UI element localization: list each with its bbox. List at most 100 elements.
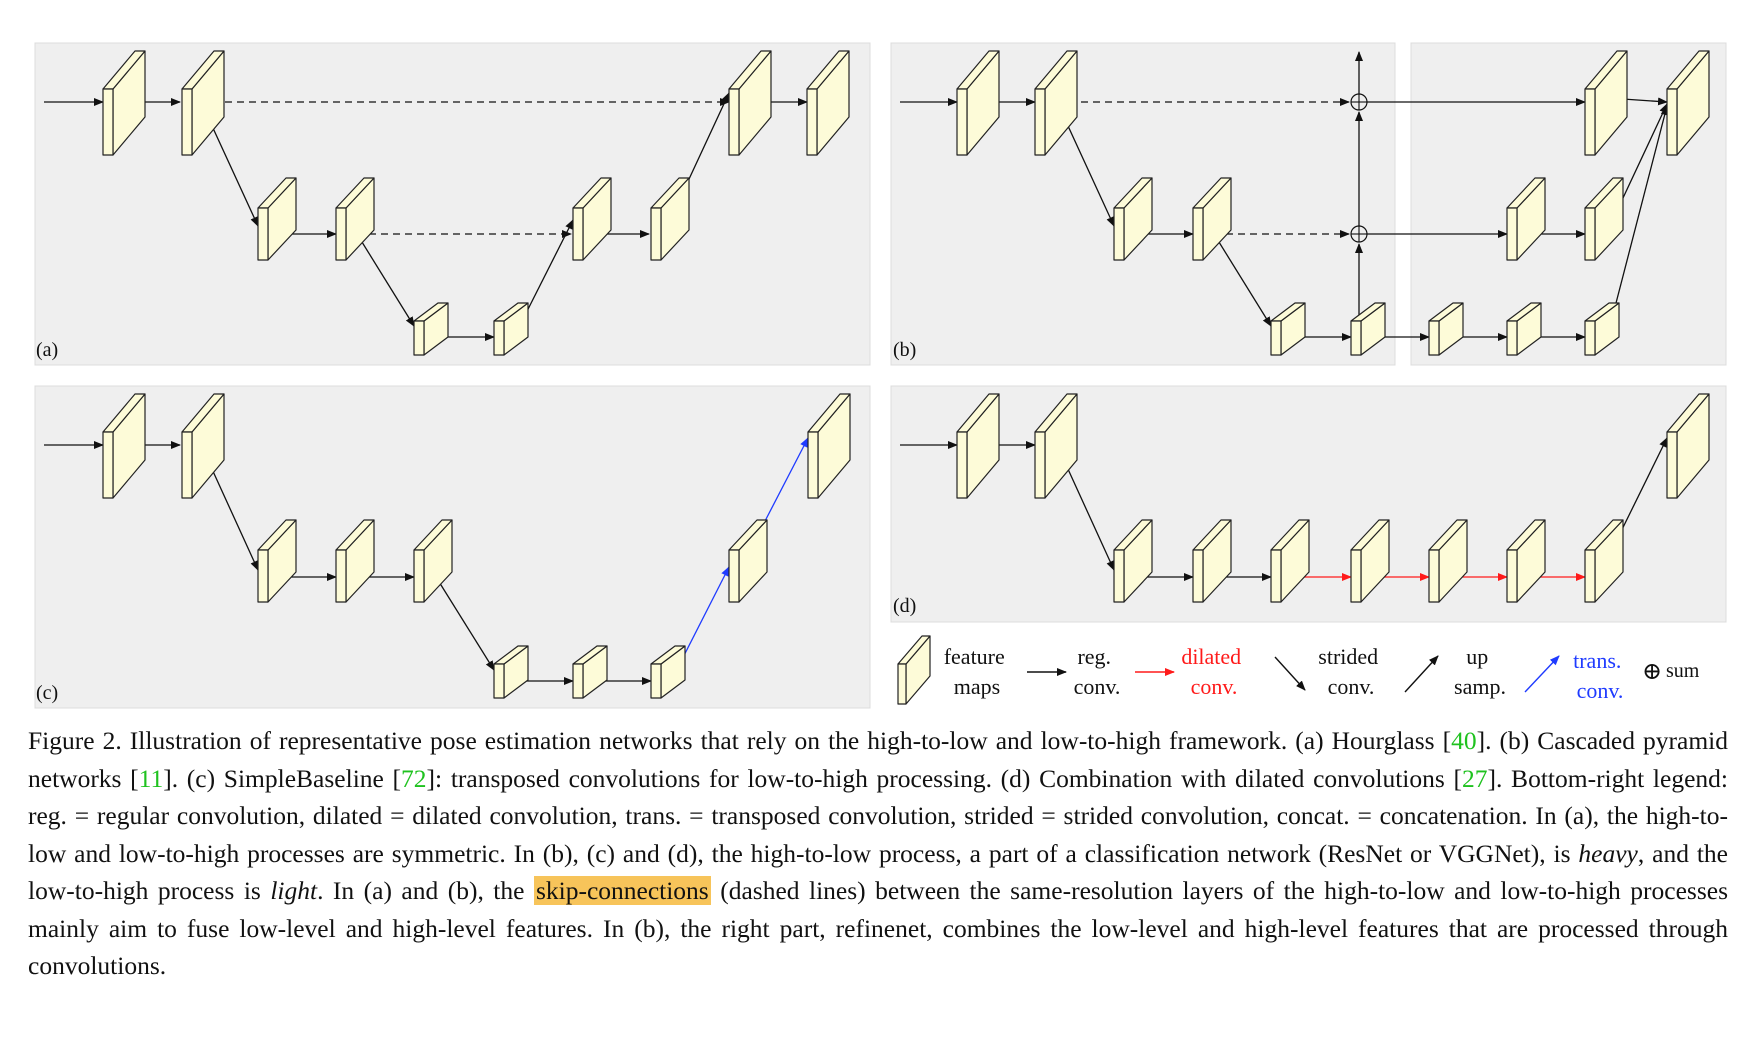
feature-map-front-face: [650, 207, 662, 261]
feature-map-front-face: [1506, 549, 1518, 603]
feature-map-front-face: [806, 88, 818, 156]
feature-map-front-face: [257, 207, 269, 261]
feature-map-front-face: [1584, 549, 1596, 603]
feature-map-box: [257, 177, 297, 261]
feature-map-box: [335, 177, 375, 261]
feature-map-box: [1584, 50, 1628, 156]
feature-map-box: [493, 645, 529, 699]
legend-up-samp-arrow: [1404, 655, 1439, 693]
feature-map-box: [1506, 519, 1546, 603]
legend-strided-conv-label: strided conv.: [1318, 644, 1383, 699]
feature-map-front-face: [1666, 431, 1678, 499]
legend-sum-icon: ⊕: [1642, 659, 1662, 685]
feature-map-front-face: [1113, 207, 1125, 261]
feature-map-box: [956, 50, 1000, 156]
legend-up-samp-label: up samp.: [1454, 644, 1506, 699]
feature-map-box: [1034, 50, 1078, 156]
feature-map-box: [181, 393, 225, 499]
feature-map-box: [1666, 50, 1710, 156]
feature-map-box: [1192, 519, 1232, 603]
feature-map-front-face: [102, 88, 114, 156]
feature-map-front-face: [650, 663, 662, 699]
panel-label-a: (a): [36, 339, 58, 361]
feature-maps-layer: [102, 50, 1710, 699]
feature-map-front-face: [1034, 88, 1046, 156]
feature-map-box: [102, 393, 146, 499]
legend-trans-conv-label: trans. conv.: [1573, 648, 1627, 703]
legend-dilated-conv-label: dilated conv.: [1181, 644, 1246, 699]
feature-map-box: [1428, 519, 1468, 603]
sum-node-icon: [1350, 93, 1368, 111]
feature-map-front-face: [1270, 549, 1282, 603]
sum-node-icon: [1350, 225, 1368, 243]
feature-map-box: [1506, 302, 1542, 356]
feature-map-box: [728, 519, 768, 603]
feature-map-box: [1584, 177, 1624, 261]
feature-map-box: [1034, 393, 1078, 499]
connection-arrow: [1213, 233, 1272, 327]
feature-map-box: [1350, 302, 1386, 356]
feature-map-box: [493, 302, 529, 356]
legend-feature-maps-icon: [897, 635, 931, 705]
feature-map-front-face: [1666, 88, 1678, 156]
feature-map-front-face: [413, 549, 425, 603]
feature-map-box: [1666, 393, 1710, 499]
feature-map-box: [650, 645, 686, 699]
feature-map-box: [1270, 302, 1306, 356]
citation-link[interactable]: 11: [138, 763, 164, 793]
feature-map-box: [102, 50, 146, 156]
panel-label-b: (b): [893, 339, 916, 361]
connection-arrow: [435, 576, 495, 671]
feature-map-box: [1113, 519, 1153, 603]
feature-map-front-face: [102, 431, 114, 499]
feature-map-front-face: [335, 549, 347, 603]
legend-trans-conv-arrow: [1524, 655, 1560, 693]
feature-map-front-face: [807, 431, 819, 499]
feature-map-front-face: [493, 320, 505, 356]
legend-strided-conv-arrow: [1274, 656, 1306, 691]
feature-map-front-face: [572, 663, 584, 699]
citation-link[interactable]: 40: [1451, 726, 1477, 755]
feature-map-box: [728, 50, 772, 156]
feature-map-front-face: [1270, 320, 1282, 356]
feature-map-box: [1192, 177, 1232, 261]
feature-map-box: [806, 50, 850, 156]
feature-map-box: [1113, 177, 1153, 261]
citation-link[interactable]: 72: [401, 763, 427, 793]
feature-map-box: [1584, 519, 1624, 603]
figure-diagram: (a) (b) (c) (d) feature maps reg. conv. …: [34, 42, 1727, 709]
citation-link[interactable]: 27: [1462, 763, 1488, 793]
feature-map-front-face: [1192, 207, 1204, 261]
feature-map-front-face: [257, 549, 269, 603]
feature-map-front-face: [728, 549, 740, 603]
legend-reg-conv-label: reg. conv.: [1074, 644, 1121, 699]
feature-map-front-face: [181, 88, 193, 156]
feature-map-front-face: [181, 431, 193, 499]
legend-sum-label: sum: [1666, 660, 1700, 682]
feature-map-box: [257, 519, 297, 603]
feature-map-front-face: [897, 663, 907, 705]
feature-map-front-face: [1584, 207, 1596, 261]
feature-map-box: [413, 302, 449, 356]
feature-map-front-face: [1350, 549, 1362, 603]
feature-map-front-face: [1113, 549, 1125, 603]
feature-map-box: [650, 177, 690, 261]
legend: feature maps reg. conv. dilated conv. st…: [897, 635, 1700, 705]
feature-map-front-face: [1034, 431, 1046, 499]
feature-map-front-face: [1506, 320, 1518, 356]
feature-map-box: [1584, 302, 1620, 356]
feature-map-box: [181, 50, 225, 156]
feature-map-box: [1270, 519, 1310, 603]
feature-map-front-face: [1584, 320, 1596, 356]
panel-label-d: (d): [893, 595, 916, 617]
feature-map-box: [335, 519, 375, 603]
feature-map-front-face: [1350, 320, 1362, 356]
feature-map-box: [1506, 177, 1546, 261]
connection-arrow: [356, 233, 415, 327]
feature-map-box: [572, 177, 612, 261]
feature-map-front-face: [1584, 88, 1596, 156]
feature-map-box: [413, 519, 453, 603]
feature-map-front-face: [956, 431, 968, 499]
feature-map-front-face: [1506, 207, 1518, 261]
feature-map-box: [956, 393, 1000, 499]
